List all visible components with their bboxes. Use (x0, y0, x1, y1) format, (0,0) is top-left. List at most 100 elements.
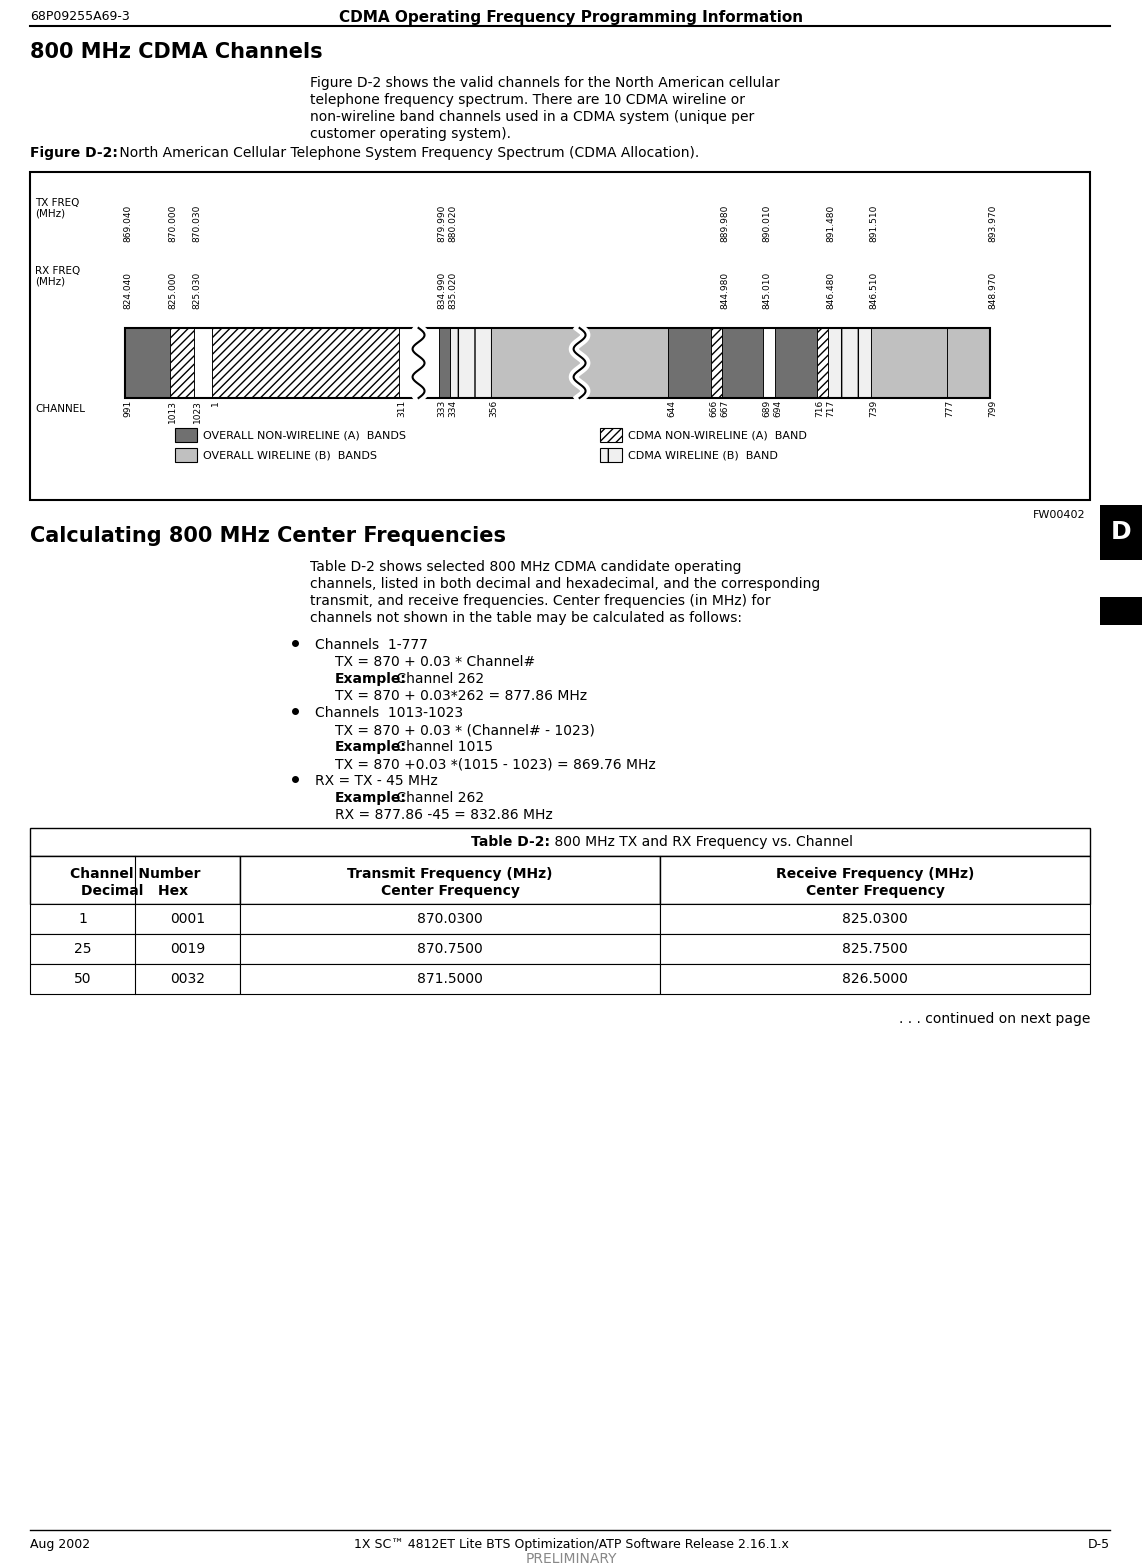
Text: 824.040: 824.040 (123, 272, 132, 308)
Text: Center Frequency: Center Frequency (805, 884, 944, 898)
Text: (MHz): (MHz) (35, 275, 65, 286)
Text: 356: 356 (489, 401, 498, 418)
Text: 311: 311 (397, 401, 407, 418)
Text: 1023: 1023 (193, 401, 202, 423)
Bar (774, 329, 817, 398)
Text: 880.020: 880.020 (449, 205, 458, 243)
Text: 666: 666 (709, 401, 718, 418)
Text: OVERALL WIRELINE (B)  BANDS: OVERALL WIRELINE (B) BANDS (203, 451, 377, 460)
Text: Transmit Frequency (MHz): Transmit Frequency (MHz) (347, 867, 553, 881)
Text: 845.010: 845.010 (762, 272, 771, 310)
Bar (722, 329, 763, 398)
Bar (30, 856, 240, 905)
Text: Table D-2:: Table D-2: (471, 836, 550, 848)
Text: 334: 334 (449, 401, 458, 418)
Text: telephone frequency spectrum. There are 10 CDMA wireline or: telephone frequency spectrum. There are … (309, 92, 745, 106)
Bar (170, 329, 194, 398)
Bar (30, 828, 1089, 856)
Text: Channels  1013-1023: Channels 1013-1023 (315, 706, 464, 720)
Text: TX = 870 +0.03 *(1015 - 1023) = 869.76 MHz: TX = 870 +0.03 *(1015 - 1023) = 869.76 M… (335, 757, 656, 772)
Text: 891.480: 891.480 (827, 205, 836, 243)
Text: 689: 689 (762, 401, 771, 418)
Bar (711, 329, 722, 398)
Bar (30, 934, 240, 964)
Bar (600, 448, 622, 462)
Bar (947, 329, 989, 398)
Bar (175, 448, 198, 462)
Text: 694: 694 (773, 401, 782, 418)
Text: TX = 870 + 0.03*262 = 877.86 MHz: TX = 870 + 0.03*262 = 877.86 MHz (335, 689, 587, 703)
Text: 870.030: 870.030 (193, 205, 202, 243)
Text: Channel 262: Channel 262 (392, 671, 484, 685)
Text: CDMA NON-WIRELINE (A)  BAND: CDMA NON-WIRELINE (A) BAND (628, 430, 807, 440)
Text: 1X SC™ 4812ET Lite BTS Optimization/ATP Software Release 2.16.1.x: 1X SC™ 4812ET Lite BTS Optimization/ATP … (354, 1538, 788, 1551)
Bar (240, 964, 660, 994)
Text: 644: 644 (667, 401, 676, 416)
Bar (660, 934, 1089, 964)
Text: TX = 870 + 0.03 * Channel#: TX = 870 + 0.03 * Channel# (335, 656, 536, 668)
Text: RX = TX - 45 MHz: RX = TX - 45 MHz (315, 775, 437, 789)
Text: (MHz): (MHz) (35, 208, 65, 218)
Text: 25: 25 (74, 942, 91, 956)
Text: 333: 333 (437, 401, 447, 418)
Text: 870.000: 870.000 (168, 205, 177, 243)
Text: Figure D-2 shows the valid channels for the North American cellular: Figure D-2 shows the valid channels for … (309, 77, 780, 91)
Bar (870, 329, 947, 398)
Text: Channels  1-777: Channels 1-777 (315, 639, 428, 653)
Bar (1100, 505, 1142, 560)
Bar (240, 905, 660, 934)
Text: North American Cellular Telephone System Frequency Spectrum (CDMA Allocation).: North American Cellular Telephone System… (115, 146, 699, 160)
Text: PRELIMINARY: PRELIMINARY (525, 1552, 617, 1565)
Text: 826.5000: 826.5000 (842, 972, 908, 986)
Text: 0001: 0001 (170, 912, 206, 926)
Text: 825.0300: 825.0300 (842, 912, 908, 926)
Text: 890.010: 890.010 (762, 205, 771, 243)
Bar (1100, 596, 1142, 624)
Bar (660, 856, 1089, 905)
Text: CHANNEL: CHANNEL (35, 404, 85, 415)
Text: 799: 799 (988, 401, 997, 418)
Text: 50: 50 (74, 972, 91, 986)
Text: TX FREQ: TX FREQ (35, 199, 80, 208)
Text: 848.970: 848.970 (988, 272, 997, 310)
Text: Decimal   Hex: Decimal Hex (81, 884, 188, 898)
Text: 835.020: 835.020 (449, 272, 458, 310)
Text: 716: 716 (815, 401, 825, 418)
Text: 825.7500: 825.7500 (842, 942, 908, 956)
Text: 846.480: 846.480 (827, 272, 836, 310)
Text: 889.980: 889.980 (721, 205, 729, 243)
Bar (124, 329, 989, 398)
Text: D-5: D-5 (1088, 1538, 1110, 1551)
Bar (668, 329, 711, 398)
Text: 870.0300: 870.0300 (417, 912, 483, 926)
Text: Example:: Example: (335, 790, 407, 804)
Text: 825.030: 825.030 (193, 272, 202, 310)
Bar (212, 329, 399, 398)
Text: Channel Number: Channel Number (70, 867, 200, 881)
Text: 871.5000: 871.5000 (417, 972, 483, 986)
Bar (491, 329, 668, 398)
Text: channels not shown in the table may be calculated as follows:: channels not shown in the table may be c… (309, 610, 742, 624)
Text: 893.970: 893.970 (988, 205, 997, 243)
Text: . . . continued on next page: . . . continued on next page (899, 1013, 1089, 1027)
Text: 739: 739 (869, 401, 878, 418)
Text: Example:: Example: (335, 740, 407, 754)
Text: Aug 2002: Aug 2002 (30, 1538, 90, 1551)
Text: 991: 991 (123, 401, 132, 418)
Text: Center Frequency: Center Frequency (380, 884, 520, 898)
Text: transmit, and receive frequencies. Center frequencies (in MHz) for: transmit, and receive frequencies. Cente… (309, 595, 771, 607)
Text: 1: 1 (78, 912, 87, 926)
Text: customer operating system).: customer operating system). (309, 127, 510, 141)
Bar (240, 856, 660, 905)
Text: RX = 877.86 -45 = 832.86 MHz: RX = 877.86 -45 = 832.86 MHz (335, 808, 553, 822)
Text: CDMA Operating Frequency Programming Information: CDMA Operating Frequency Programming Inf… (339, 9, 803, 25)
Text: 68P09255A69-3: 68P09255A69-3 (30, 9, 130, 23)
Text: OVERALL NON-WIRELINE (A)  BANDS: OVERALL NON-WIRELINE (A) BANDS (203, 430, 407, 440)
Text: Channel 262: Channel 262 (392, 790, 484, 804)
Bar (124, 329, 170, 398)
Text: 879.990: 879.990 (437, 205, 447, 243)
Bar (660, 905, 1089, 934)
Text: 891.510: 891.510 (869, 205, 878, 243)
Text: 846.510: 846.510 (869, 272, 878, 310)
Bar (30, 172, 1089, 499)
